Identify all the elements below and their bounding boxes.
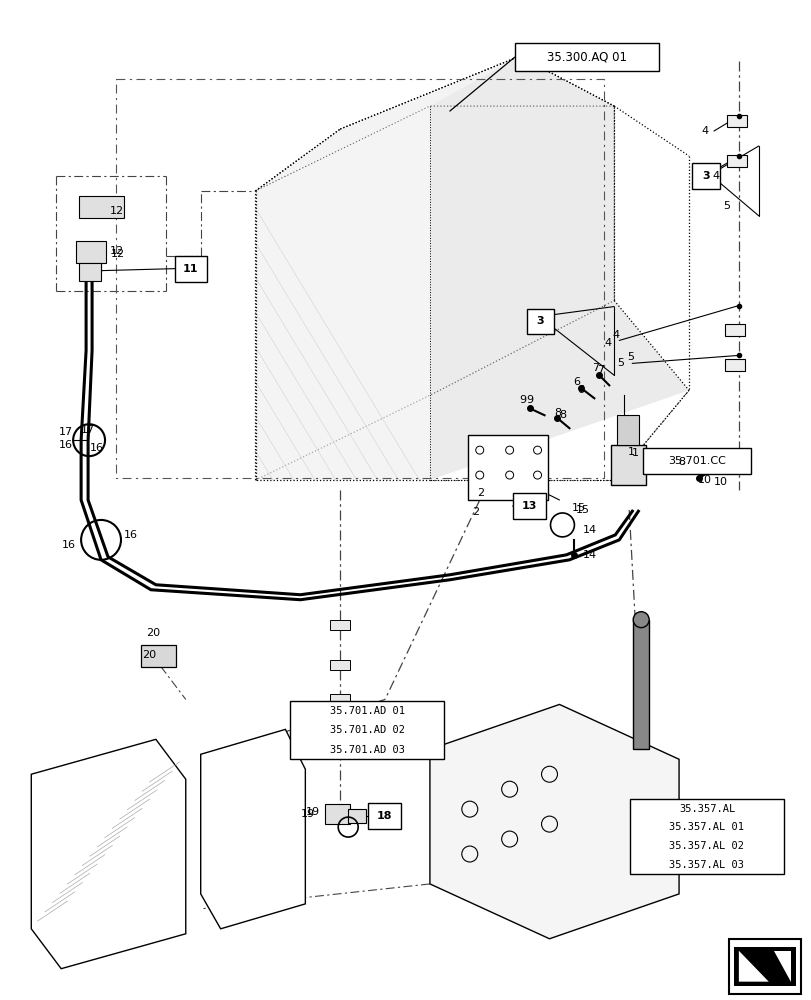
Text: 9: 9	[518, 395, 526, 405]
Bar	[724, 324, 744, 336]
Bar	[330, 729, 350, 739]
Bar	[616, 415, 638, 445]
Bar	[174, 256, 207, 282]
Bar	[76, 241, 106, 263]
Text: 16: 16	[59, 440, 73, 450]
Text: 10: 10	[713, 477, 727, 487]
Polygon shape	[255, 106, 614, 480]
Text: 35.701.AD 03: 35.701.AD 03	[329, 745, 404, 755]
Text: 10: 10	[697, 475, 711, 485]
Text: 4: 4	[711, 171, 719, 181]
Text: 16: 16	[124, 530, 138, 540]
Text: 13: 13	[521, 501, 536, 511]
Text: 5: 5	[723, 201, 730, 211]
Text: 12: 12	[83, 201, 97, 211]
Text: 35.357.AL: 35.357.AL	[678, 804, 734, 814]
Text: 35.701.AD 02: 35.701.AD 02	[329, 725, 404, 735]
Text: 17: 17	[81, 425, 95, 435]
Text: 7: 7	[596, 365, 603, 375]
Text: 35.357.AL 02: 35.357.AL 02	[668, 841, 744, 851]
Bar	[514, 43, 659, 71]
Bar	[330, 660, 350, 670]
Text: 8: 8	[553, 408, 560, 418]
Text: 17: 17	[59, 427, 73, 437]
Text: 3: 3	[536, 316, 543, 326]
Text: 5: 5	[626, 352, 633, 362]
Polygon shape	[773, 951, 790, 982]
Bar	[141, 645, 175, 667]
Bar	[642, 448, 750, 474]
Text: 2: 2	[471, 507, 478, 517]
Text: 5: 5	[701, 166, 708, 176]
Text: 6: 6	[573, 377, 579, 387]
Text: 8: 8	[678, 457, 684, 467]
Text: 12: 12	[109, 246, 124, 256]
Text: 4: 4	[701, 126, 708, 136]
Text: 35.701.CC: 35.701.CC	[667, 456, 725, 466]
Text: 4: 4	[612, 330, 619, 340]
Bar	[728, 939, 800, 994]
Bar	[526, 309, 554, 334]
Text: 14: 14	[581, 550, 596, 560]
Text: 7: 7	[591, 363, 599, 373]
Text: 6: 6	[576, 385, 583, 395]
Bar	[691, 163, 719, 189]
Bar	[724, 359, 744, 371]
Text: 35.300.AQ 01: 35.300.AQ 01	[546, 51, 626, 64]
Text: 15: 15	[571, 503, 585, 513]
Bar	[633, 620, 648, 749]
Bar	[79, 196, 124, 218]
Text: 35.357.AL 03: 35.357.AL 03	[668, 860, 744, 870]
Bar	[290, 701, 444, 759]
Text: 20: 20	[146, 628, 160, 638]
Bar	[330, 694, 350, 704]
Text: 19: 19	[301, 809, 315, 819]
Text: 1: 1	[628, 447, 634, 457]
Bar	[512, 493, 545, 519]
Text: 2: 2	[477, 488, 483, 498]
Bar	[467, 435, 547, 500]
Text: 4: 4	[603, 338, 611, 348]
Bar	[367, 803, 401, 829]
Bar	[348, 809, 366, 823]
Text: 8: 8	[558, 410, 565, 420]
Text: 35.357.AL 01: 35.357.AL 01	[668, 822, 744, 832]
Polygon shape	[738, 951, 768, 982]
Polygon shape	[200, 729, 305, 929]
Bar	[116, 79, 603, 478]
Text: 9: 9	[526, 395, 533, 405]
Bar	[330, 620, 350, 630]
Text: 8: 8	[678, 458, 685, 468]
Bar	[611, 445, 646, 485]
Text: 19: 19	[306, 807, 320, 817]
Circle shape	[633, 612, 648, 628]
Text: 15: 15	[575, 505, 589, 515]
Bar	[325, 804, 350, 824]
Text: 20: 20	[142, 650, 156, 660]
Text: 35.701.AD 01: 35.701.AD 01	[329, 706, 404, 716]
Bar	[726, 115, 746, 127]
Polygon shape	[733, 947, 795, 986]
Polygon shape	[429, 56, 689, 480]
Text: 3: 3	[702, 171, 709, 181]
Bar	[629, 799, 783, 874]
Bar	[726, 155, 746, 167]
Text: 11: 11	[182, 264, 198, 274]
Polygon shape	[255, 56, 519, 191]
Text: 18: 18	[376, 811, 392, 821]
Text: 12: 12	[111, 249, 125, 259]
Text: 16: 16	[90, 443, 104, 453]
Text: 12: 12	[109, 206, 124, 216]
Text: 14: 14	[582, 525, 597, 535]
Text: 5: 5	[616, 358, 624, 368]
Bar	[79, 263, 101, 281]
Text: 16: 16	[62, 540, 76, 550]
Polygon shape	[32, 739, 186, 969]
Text: 1: 1	[631, 448, 638, 458]
Polygon shape	[429, 704, 678, 939]
Polygon shape	[255, 106, 429, 480]
